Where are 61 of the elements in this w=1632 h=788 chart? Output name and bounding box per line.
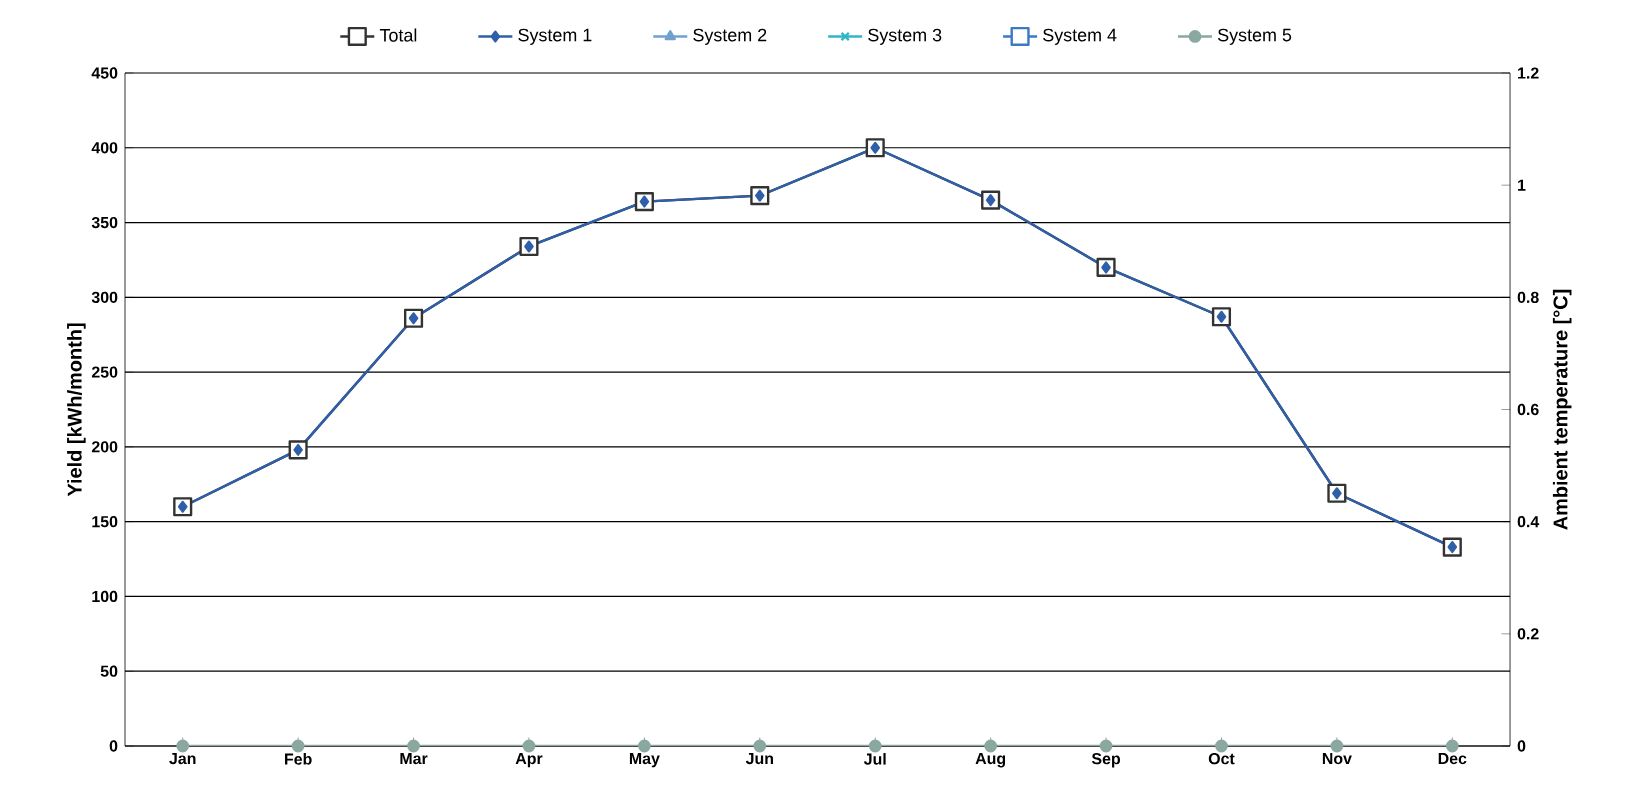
point xyxy=(407,739,420,753)
y-tick-label: 350 xyxy=(91,216,118,229)
y2-tick-label: 1 xyxy=(1518,179,1526,191)
point xyxy=(755,189,765,202)
point xyxy=(177,500,188,513)
y2-tick-label: 0.8 xyxy=(1517,291,1539,303)
x-tick-label: Mar xyxy=(400,753,428,765)
point xyxy=(408,312,419,325)
y2-tick-label: 0.2 xyxy=(1517,628,1539,640)
point xyxy=(639,195,650,208)
legend-label: System 5 xyxy=(1217,28,1292,45)
y-tick-label: 400 xyxy=(91,142,118,154)
point xyxy=(638,739,651,753)
y-tick-label: 250 xyxy=(91,366,118,378)
legend-label: System 4 xyxy=(1043,28,1117,45)
point xyxy=(870,141,880,154)
point xyxy=(291,739,305,753)
y2-axis-title: Ambient temperature [°C] xyxy=(1552,289,1572,530)
x-tick-label: Dec xyxy=(1438,753,1467,765)
legend-label: System 2 xyxy=(693,28,767,45)
y-tick-label: 50 xyxy=(100,665,118,677)
legend-label: Total xyxy=(379,28,417,42)
point xyxy=(293,443,303,456)
point xyxy=(1447,541,1458,554)
point xyxy=(1099,739,1113,753)
y-tick-label: 150 xyxy=(92,516,118,528)
point xyxy=(176,739,190,753)
point xyxy=(984,739,998,753)
point xyxy=(868,739,882,753)
x-tick-label: Jul xyxy=(863,753,886,765)
y-tick-label: 200 xyxy=(91,441,118,453)
x-tick-label: Oct xyxy=(1208,753,1235,765)
point xyxy=(1101,261,1111,274)
x-tick-label: Feb xyxy=(285,753,312,765)
point xyxy=(1330,739,1344,753)
y-tick-label: 300 xyxy=(91,291,118,303)
point xyxy=(753,739,767,753)
y-tick-label: 0 xyxy=(109,740,118,752)
y2-tick-label: 0 xyxy=(1517,740,1526,752)
legend-label: System 3 xyxy=(868,28,942,45)
x-tick-label: Apr xyxy=(515,753,543,768)
y2-tick-label: 1.2 xyxy=(1518,67,1539,79)
point xyxy=(1216,310,1227,323)
x-tick-label: Sep xyxy=(1091,753,1121,768)
y2-tick-label: 0.6 xyxy=(1517,403,1539,416)
legend-label: System 1 xyxy=(518,28,592,45)
point xyxy=(1215,739,1228,753)
point xyxy=(1445,739,1459,753)
y-tick-label: 100 xyxy=(92,590,118,603)
x-tick-label: May xyxy=(629,753,660,768)
x-tick-label: Nov xyxy=(1322,753,1352,765)
x-tick-label: Jun xyxy=(745,753,773,765)
point xyxy=(1332,487,1342,500)
x-tick-label: Aug xyxy=(975,753,1006,768)
point xyxy=(524,240,534,253)
x-tick-label: Jan xyxy=(169,753,196,765)
y-tick-label: 450 xyxy=(91,67,118,79)
point xyxy=(985,194,996,207)
y2-tick-label: 0.4 xyxy=(1517,516,1540,528)
point xyxy=(522,739,536,753)
y-axis-title: Yield [kWh/month] xyxy=(67,323,86,497)
